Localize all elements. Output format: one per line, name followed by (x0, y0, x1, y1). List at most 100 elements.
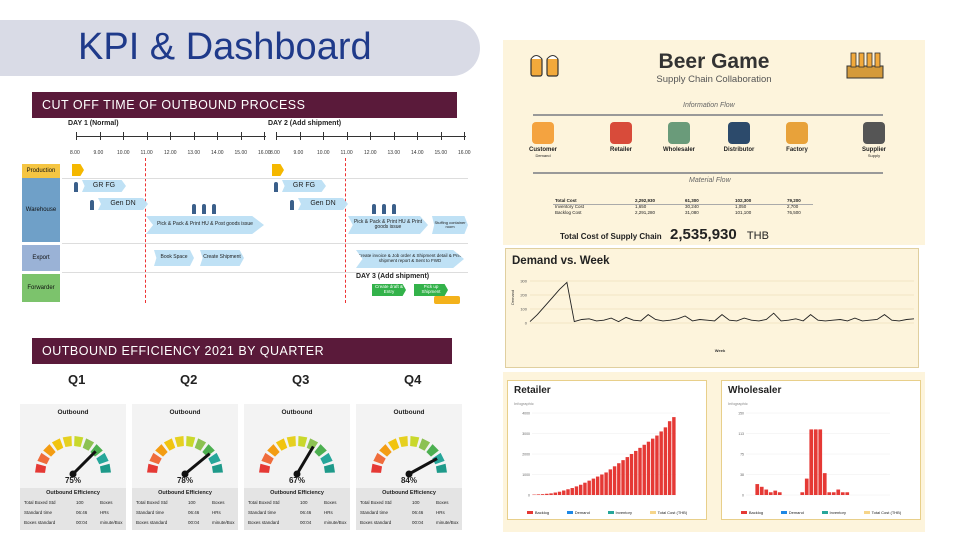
task-pick-pack-day1: Pick & Pack & Print HU & Post goods issu… (146, 216, 264, 234)
cost-cell: 1,050 (735, 204, 747, 209)
timeline-tick (346, 132, 348, 140)
quarter-title-q3: Q3 (292, 372, 310, 387)
bar (574, 486, 579, 495)
timeline-time-label: 14.00 (411, 150, 424, 156)
bar (655, 435, 659, 495)
total-cost-number: 2,535,930 (670, 226, 737, 243)
worker-icon (90, 200, 94, 210)
timeline-time-label: 10.00 (317, 150, 330, 156)
footer-row-unit: HRs (212, 510, 221, 515)
footer-row-label: Total Boxed Std (136, 500, 168, 505)
worker-icon (290, 200, 294, 210)
production-marker (272, 164, 284, 176)
bar (587, 480, 591, 495)
footer-row-unit: minute/Box (324, 520, 347, 525)
footer-row-label: Standard time (360, 510, 389, 515)
footer-row-value: 100 (188, 500, 196, 505)
bar (600, 474, 604, 495)
gauge-title: Outbound (281, 409, 313, 416)
gauge-percent: 75% (64, 476, 81, 485)
gauge-segment (320, 452, 333, 465)
timeline-tick (440, 132, 442, 140)
timeline-time-label: 12.00 (164, 150, 177, 156)
node-label: Customer (528, 147, 557, 153)
timeline-tick (146, 132, 148, 140)
gauge-segment (432, 452, 445, 465)
gauge-title: Outbound (169, 409, 201, 416)
footer-row-label: Standard time (24, 510, 53, 515)
material-flow-arrow (533, 172, 883, 174)
cost-cell: 2,291,280 (635, 210, 656, 215)
legend-backlog: Backlog (527, 510, 549, 515)
bar (831, 492, 836, 495)
bar (809, 429, 814, 495)
gauge-footer: Outbound Efficiency Total Boxed Std 100 Box… (132, 488, 238, 530)
gauge-percent: 84% (400, 476, 417, 485)
footer-row-label: Standard time (136, 510, 165, 515)
gauge-dial (371, 436, 447, 478)
timeline-tick (464, 132, 465, 140)
task-pick-pack-day2: Pick & Pack & Print HU & Print goods iss… (348, 216, 428, 234)
gauge-segment (35, 463, 47, 473)
gauge-segment (96, 452, 109, 465)
timeline-tick (299, 132, 301, 140)
cost-table-divider (553, 204, 813, 205)
gauge-segment (306, 438, 319, 451)
footer-row-label: Total Boxed Std (360, 500, 392, 505)
gauge-segment (261, 452, 274, 465)
gauge-percent: 78% (176, 476, 193, 485)
bar (650, 438, 655, 495)
bar (621, 460, 625, 495)
bar (595, 476, 600, 495)
gauge-segment (418, 438, 431, 451)
timeline-time-label: 11.00 (140, 150, 153, 156)
cost-cell: 30,240 (685, 204, 699, 209)
worker-icon (372, 204, 376, 214)
node-sublabel: Supply (867, 153, 881, 158)
bar (646, 441, 651, 495)
node-customer: Customer Demand (517, 122, 569, 158)
timeline-tick (393, 132, 395, 140)
bar (625, 457, 630, 495)
task-stuffing: Stuffing container room (432, 216, 468, 234)
footer-row-value: 00:04 (76, 520, 88, 525)
footer-row-value: 00:04 (412, 520, 424, 525)
legend-demand: Demand (567, 510, 590, 515)
customer-icon (532, 122, 554, 144)
footer-row-value: 100 (300, 500, 308, 505)
gauge-card-q4: Outbound 84% Outbound Efficiency Total Boxe… (356, 404, 462, 530)
footer-row-value: 06:46 (188, 510, 200, 515)
footer-row-value: 00:04 (300, 520, 312, 525)
task-create-draft: Create draft & Entry (372, 284, 406, 296)
total-cost-value: 2,535,930 THB (670, 226, 769, 243)
bar (672, 417, 676, 495)
bar (822, 473, 827, 495)
gauge-segment (323, 463, 335, 473)
bar (617, 463, 621, 495)
legend-demand: Demand (781, 510, 804, 515)
footer-row-label: Total Boxed Std (248, 500, 280, 505)
bar (629, 454, 634, 495)
gauge-segment (147, 463, 159, 473)
page-title-banner: KPI & Dashboard (0, 20, 480, 76)
legend-total-cost: Total Cost (THB) (864, 510, 902, 515)
timeline-tick (323, 132, 324, 140)
node-sublabel: Demand (535, 153, 551, 158)
y-tick-label: 2000 (522, 453, 530, 457)
demand-chart-title: Demand vs. Week (512, 255, 610, 267)
wholesaler-icon (668, 122, 690, 144)
gauge-segment (149, 452, 162, 465)
gauge-title: Outbound (57, 409, 89, 416)
retailer-chart-title: Retailer (514, 385, 551, 396)
timeline-time-label: 13.00 (387, 150, 401, 156)
timeline-axis (76, 136, 266, 137)
bar (827, 492, 832, 495)
node-label: Factory (786, 147, 808, 153)
gauge-segment (174, 436, 184, 448)
timeline-tick (370, 132, 371, 140)
gauge-segment (155, 444, 168, 457)
bar (545, 493, 549, 495)
footer-row-label: Boxes standard (248, 520, 280, 525)
wholesaler-chart-title: Wholesaler (728, 385, 782, 396)
material-flow-label: Material Flow (689, 177, 731, 184)
